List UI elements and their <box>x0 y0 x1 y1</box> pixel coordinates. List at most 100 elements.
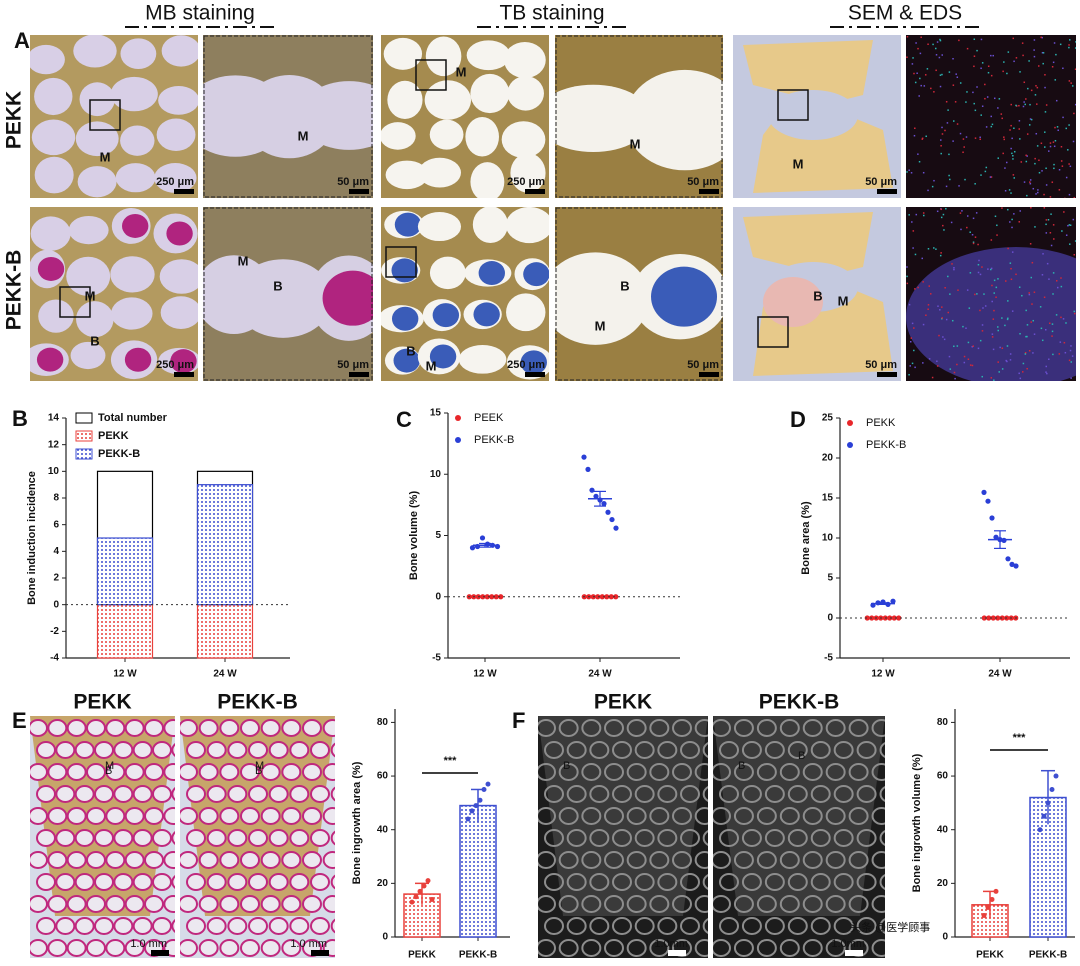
pore <box>248 917 268 935</box>
pore <box>604 807 624 825</box>
pore <box>310 917 330 935</box>
pore <box>719 917 739 935</box>
signal-dot <box>950 221 953 224</box>
signal-dot <box>969 272 972 274</box>
signal-dot <box>916 72 918 75</box>
watermark: 头条 @医学顾事 <box>850 920 930 934</box>
signal-dot <box>1052 61 1055 64</box>
pore <box>713 807 731 825</box>
signal-dot <box>1019 71 1021 73</box>
data-point <box>604 594 610 600</box>
pore <box>233 259 333 338</box>
signal-dot <box>931 185 934 188</box>
image-title: PEKK <box>594 691 652 714</box>
signal-dot <box>951 263 953 265</box>
pore <box>171 875 175 889</box>
signal-dot <box>1069 243 1071 245</box>
signal-dot <box>1011 310 1014 312</box>
scale-label: 50 μm <box>687 359 719 371</box>
pore <box>163 763 175 781</box>
pore <box>649 895 670 913</box>
signal-dot <box>1013 177 1016 179</box>
legend-marker <box>455 437 461 443</box>
signal-dot <box>1052 224 1055 226</box>
region-label: M <box>298 128 309 143</box>
pore <box>713 895 731 913</box>
signal-dot <box>1025 154 1027 157</box>
y-axis-label: Bone area (%) <box>800 501 812 575</box>
scale-label: 50 μm <box>865 359 897 371</box>
scale-bar <box>877 189 897 194</box>
data-point <box>601 501 607 507</box>
signal-dot <box>955 73 957 75</box>
signal-dot <box>1009 221 1011 223</box>
signal-dot <box>911 322 914 325</box>
region-label: M <box>595 318 606 333</box>
signal-dot <box>1040 327 1043 330</box>
pore <box>86 851 106 869</box>
pore <box>219 807 240 825</box>
pore <box>66 763 87 781</box>
pore <box>558 939 579 957</box>
signal-dot <box>1065 322 1067 324</box>
signal-dot <box>991 336 994 338</box>
pore <box>47 895 68 913</box>
pore <box>833 741 854 759</box>
signal-dot <box>1051 335 1053 337</box>
pore <box>634 741 655 759</box>
pore <box>163 851 175 869</box>
legend-label: PEEK <box>474 412 504 424</box>
signal-dot <box>936 365 939 367</box>
pore <box>649 939 670 957</box>
pore <box>240 719 260 737</box>
region-label: M <box>85 288 96 303</box>
y-tick-label: 80 <box>377 717 389 728</box>
pore <box>55 873 76 891</box>
data-point <box>493 594 499 600</box>
signal-dot <box>1030 118 1033 121</box>
pore <box>70 341 106 370</box>
signal-dot <box>941 73 943 76</box>
pore <box>47 851 68 869</box>
signal-dot <box>926 68 929 70</box>
signal-dot <box>963 146 965 148</box>
signal-dot <box>1036 103 1038 105</box>
signal-dot <box>1026 324 1029 326</box>
signal-dot <box>995 286 998 289</box>
signal-dot <box>1042 62 1044 65</box>
pore <box>289 741 310 759</box>
x-tick-label: 12 W <box>871 669 895 680</box>
pore <box>144 851 164 869</box>
y-axis-label: Bone ingrowth area (%) <box>351 761 363 884</box>
image-title: PEKK-B <box>759 691 840 714</box>
signal-dot <box>963 361 966 364</box>
signal-dot <box>953 120 955 122</box>
pore <box>856 873 877 891</box>
pore <box>198 851 219 869</box>
pore <box>506 293 546 332</box>
pore <box>132 741 153 759</box>
signal-dot <box>1062 318 1065 320</box>
pore <box>110 76 158 112</box>
pore <box>198 763 219 781</box>
signal-dot <box>1068 359 1071 362</box>
pore <box>470 162 505 198</box>
legend-marker <box>847 420 853 426</box>
pore <box>144 719 164 737</box>
signal-dot <box>991 300 993 303</box>
signal-dot <box>993 279 996 282</box>
x-tick-label: 24 W <box>588 669 612 680</box>
pore <box>105 807 126 825</box>
pore <box>124 895 145 913</box>
signal-dot <box>1042 253 1044 255</box>
micrograph <box>381 35 549 198</box>
data-point <box>425 878 431 884</box>
pore <box>322 719 335 737</box>
signal-dot <box>1011 152 1013 155</box>
signal-dot <box>997 107 999 109</box>
signal-dot <box>952 58 954 60</box>
signal-dot <box>1052 293 1054 295</box>
signal-dot <box>1010 124 1012 127</box>
signal-dot <box>1005 280 1007 282</box>
x-tick-label: PEKK-B <box>1029 950 1067 961</box>
